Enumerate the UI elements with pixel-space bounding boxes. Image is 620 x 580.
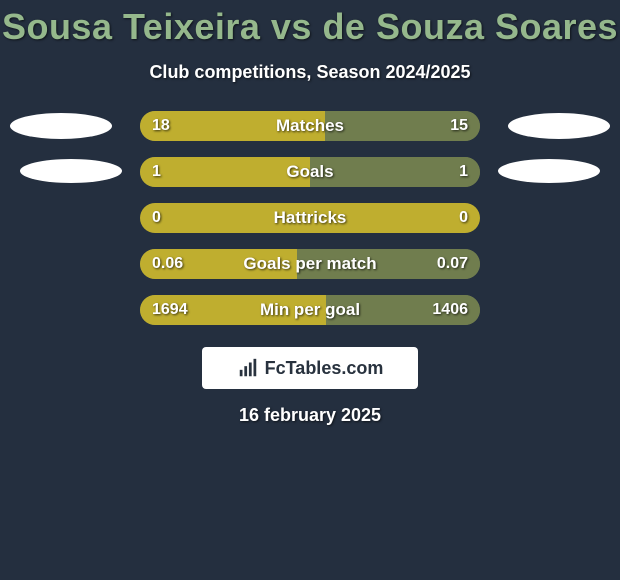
stat-value-left: 0 — [152, 203, 161, 233]
stat-value-left: 0.06 — [152, 249, 183, 279]
stat-bar-left-fill — [140, 203, 480, 233]
date-text: 16 february 2025 — [239, 405, 381, 426]
comparison-infographic: Sousa Teixeira vs de Souza Soares Club c… — [0, 0, 620, 580]
stat-row: 0.060.07Goals per match — [0, 249, 620, 279]
player-right-avatar — [508, 113, 610, 139]
stat-bar: 1815Matches — [140, 111, 480, 141]
logo-text: FcTables.com — [265, 358, 384, 379]
subtitle: Club competitions, Season 2024/2025 — [149, 62, 470, 83]
stat-value-right: 1406 — [432, 295, 468, 325]
stat-value-left: 18 — [152, 111, 170, 141]
stat-row: 00Hattricks — [0, 203, 620, 233]
stat-value-left: 1694 — [152, 295, 188, 325]
player-right-avatar — [498, 159, 600, 183]
stat-value-right: 15 — [450, 111, 468, 141]
stat-bar: 16941406Min per goal — [140, 295, 480, 325]
stat-value-right: 0 — [459, 203, 468, 233]
player-left-avatar — [20, 159, 122, 183]
stat-bar: 0.060.07Goals per match — [140, 249, 480, 279]
stat-row: 1815Matches — [0, 111, 620, 141]
fctables-logo: FcTables.com — [202, 347, 418, 389]
page-title: Sousa Teixeira vs de Souza Soares — [2, 6, 618, 48]
player-left-avatar — [10, 113, 112, 139]
stat-value-right: 1 — [459, 157, 468, 187]
stat-bar-left-fill — [140, 157, 310, 187]
stat-row: 11Goals — [0, 157, 620, 187]
stat-bar: 00Hattricks — [140, 203, 480, 233]
bar-chart-icon — [237, 357, 259, 379]
stat-value-right: 0.07 — [437, 249, 468, 279]
stat-bar-right-fill — [310, 157, 480, 187]
stat-value-left: 1 — [152, 157, 161, 187]
stat-row: 16941406Min per goal — [0, 295, 620, 325]
stat-rows: 1815Matches11Goals00Hattricks0.060.07Goa… — [0, 111, 620, 325]
stat-bar: 11Goals — [140, 157, 480, 187]
